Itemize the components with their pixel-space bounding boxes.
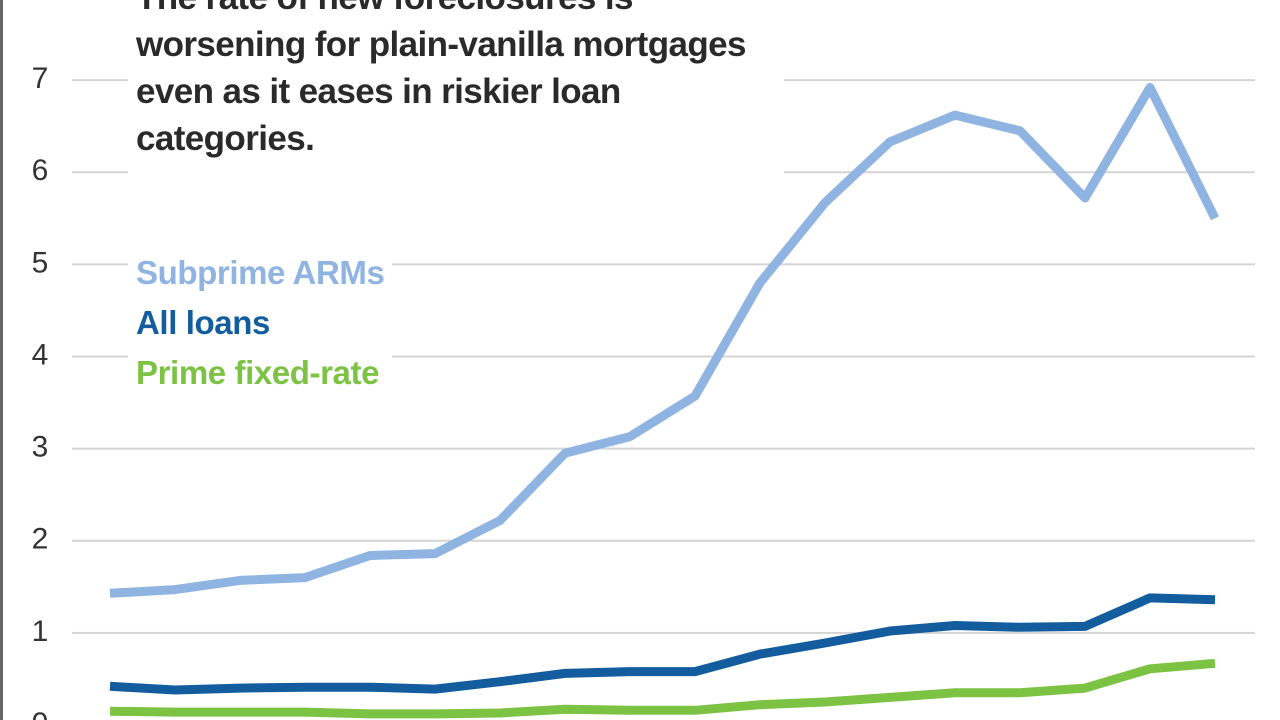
y-tick-label: 3: [32, 431, 49, 464]
y-tick-label: 0: [32, 707, 49, 720]
data-line: [109, 593, 1216, 695]
y-tick-label: 6: [32, 154, 49, 187]
y-tick-label: 2: [32, 523, 49, 556]
legend-entry: Prime fixed-rate: [136, 354, 380, 391]
y-tick-label: 7: [32, 62, 49, 95]
chart-title: The rate of new foreclosures is worsenin…: [128, 0, 784, 174]
y-tick-label: 1: [32, 615, 49, 648]
data-line: [109, 83, 1220, 598]
legend-entry: All loans: [136, 304, 270, 341]
data-line: [109, 658, 1216, 719]
frame: [0, 0, 3, 720]
y-tick-label: 4: [32, 338, 49, 371]
legend: Subprime ARMs All loans Prime fixed-rate: [128, 248, 393, 398]
legend-entry: Subprime ARMs: [136, 254, 385, 291]
y-tick-label: 5: [32, 246, 49, 279]
